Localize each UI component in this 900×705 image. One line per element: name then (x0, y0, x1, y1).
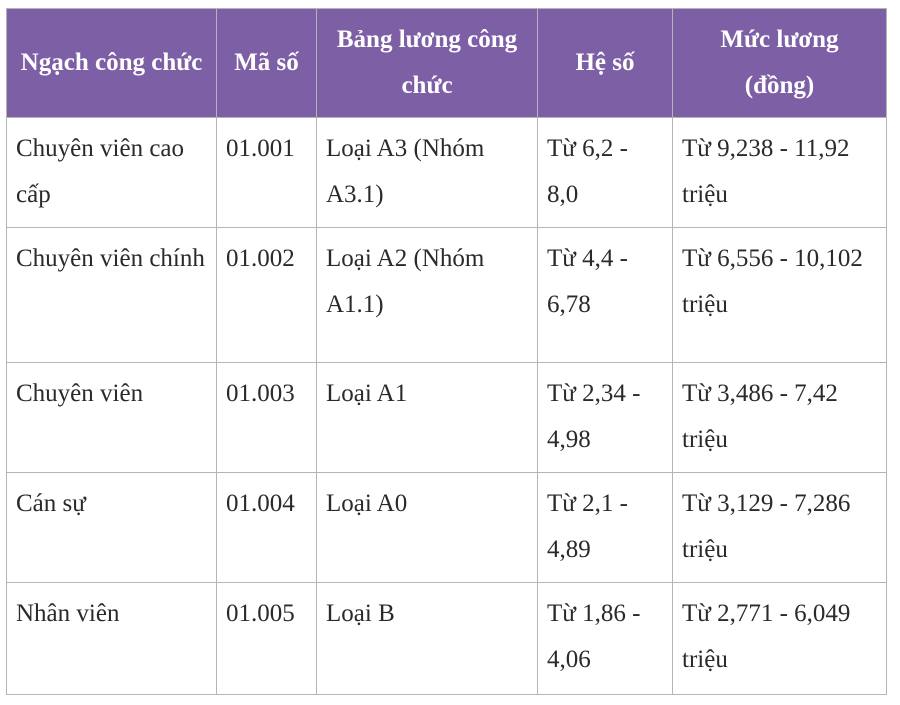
header-cell: Mã số (216, 8, 317, 118)
table-cell: 01.003 (216, 362, 317, 473)
table-cell: Từ 3,129 - 7,286 triệu (672, 472, 887, 583)
table-body: Chuyên viên cao cấp 01.001 Loại A3 (Nhóm A… (6, 117, 887, 695)
table-cell: Từ 6,556 - 10,102 triệu (672, 227, 887, 363)
table-cell: Loại A3 (Nhóm A3.1) (316, 117, 538, 228)
table-cell: Từ 3,486 - 7,42 triệu (672, 362, 887, 473)
table-cell: Từ 1,86 - 4,06 (537, 582, 673, 695)
table-row: Chuyên viên cao cấp 01.001 Loại A3 (Nhóm A… (6, 117, 887, 228)
table-cell: Loại A1 (316, 362, 538, 473)
table-cell: Từ 4,4 - 6,78 (537, 227, 673, 363)
table-cell: Loại A0 (316, 472, 538, 583)
header-cell: Mức lương (đồng) (672, 8, 887, 118)
table-row: Chuyên viên chính 01.002 Loại A2 (Nhóm A1.… (6, 227, 887, 363)
table-cell: Chuyên viên (6, 362, 217, 473)
table-cell: Chuyên viên chính (6, 227, 217, 363)
table-cell: Loại B (316, 582, 538, 695)
table-cell: Nhân viên (6, 582, 217, 695)
table-cell: Từ 6,2 - 8,0 (537, 117, 673, 228)
table-cell: 01.002 (216, 227, 317, 363)
table-cell: 01.005 (216, 582, 317, 695)
table-cell: Từ 2,771 - 6,049 triệu (672, 582, 887, 695)
table-row: Cán sự 01.004 Loại A0 Từ 2,1 - 4,89 Từ 3,129… (6, 472, 887, 583)
table-row: Chuyên viên 01.003 Loại A1 Từ 2,34 - 4,98 Từ… (6, 362, 887, 473)
header-cell: Ngạch công chức (6, 8, 217, 118)
table-cell: 01.004 (216, 472, 317, 583)
table-cell: Từ 2,34 - 4,98 (537, 362, 673, 473)
table-cell: Từ 2,1 - 4,89 (537, 472, 673, 583)
salary-table: Ngạch công chức Mã số Bảng lương công chức… (6, 8, 887, 695)
header-cell: Bảng lương công chức (316, 8, 538, 118)
table-cell: Cán sự (6, 472, 217, 583)
header-cell: Hệ số (537, 8, 673, 118)
table-cell: Loại A2 (Nhóm A1.1) (316, 227, 538, 363)
table-cell: 01.001 (216, 117, 317, 228)
table-cell: Chuyên viên cao cấp (6, 117, 217, 228)
header-row: Ngạch công chức Mã số Bảng lương công chức… (6, 8, 887, 118)
table-cell: Từ 9,238 - 11,92 triệu (672, 117, 887, 228)
table-header: Ngạch công chức Mã số Bảng lương công chức… (6, 8, 887, 118)
table-row: Nhân viên 01.005 Loại B Từ 1,86 - 4,06 Từ 2,… (6, 582, 887, 695)
